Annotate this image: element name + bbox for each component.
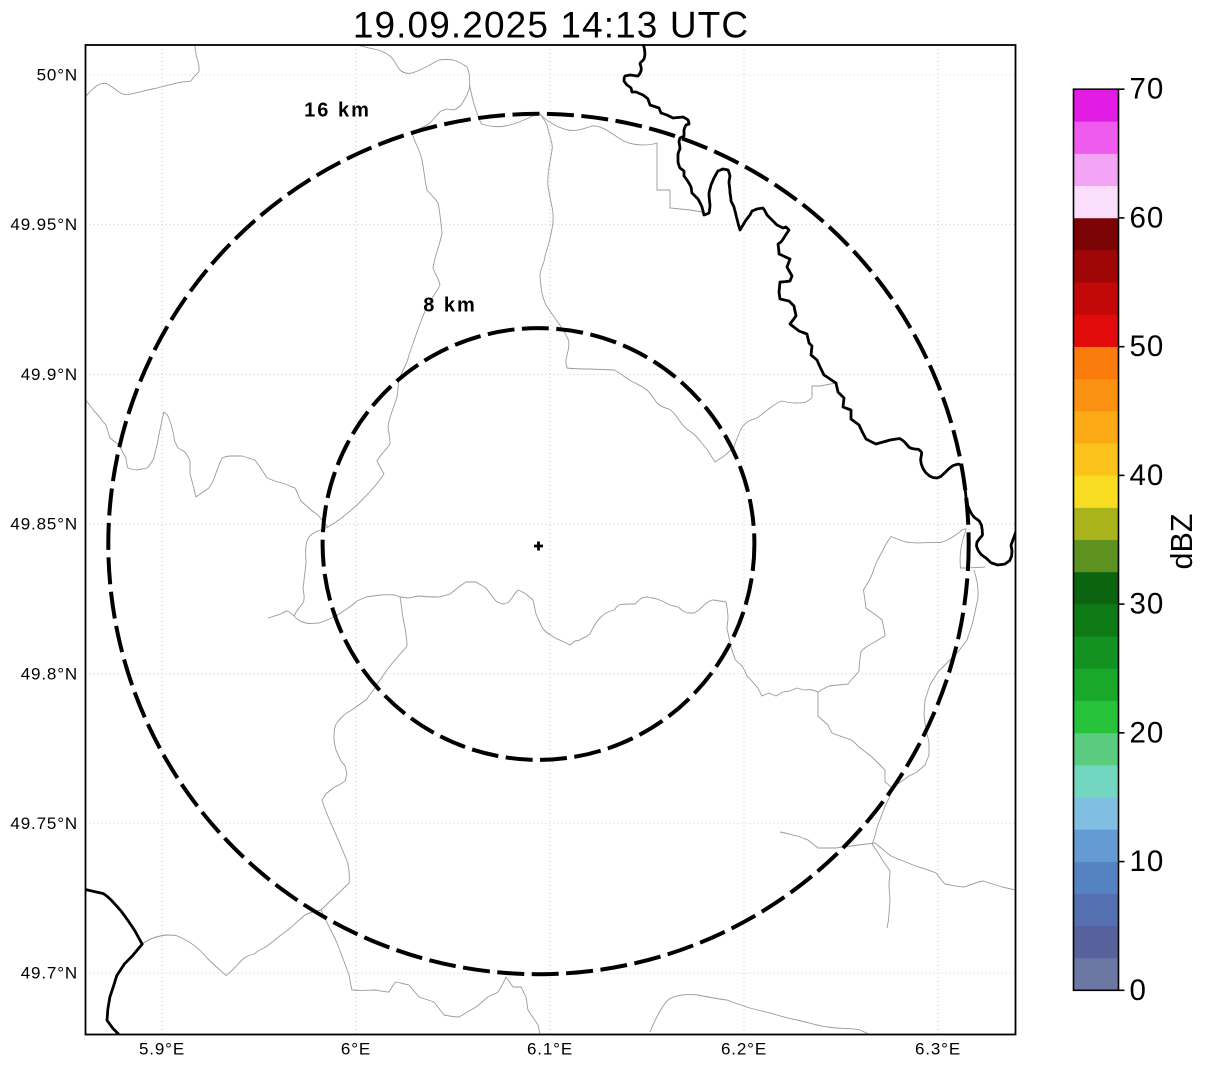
svg-text:49.95°N: 49.95°N <box>10 215 78 234</box>
svg-text:60: 60 <box>1130 201 1165 234</box>
svg-text:0: 0 <box>1130 974 1147 1007</box>
svg-text:50°N: 50°N <box>37 66 78 85</box>
svg-text:30: 30 <box>1130 588 1165 621</box>
svg-text:16 km: 16 km <box>304 100 371 122</box>
svg-text:6.1°E: 6.1°E <box>527 1040 573 1059</box>
svg-text:50: 50 <box>1130 330 1165 363</box>
svg-text:49.85°N: 49.85°N <box>10 515 78 534</box>
svg-text:49.8°N: 49.8°N <box>21 664 78 683</box>
svg-text:6°E: 6°E <box>341 1040 371 1059</box>
svg-text:49.9°N: 49.9°N <box>21 365 78 384</box>
svg-text:20: 20 <box>1130 716 1165 749</box>
svg-text:10: 10 <box>1130 845 1165 878</box>
svg-text:19.09.2025 14:13 UTC: 19.09.2025 14:13 UTC <box>353 5 749 46</box>
svg-text:40: 40 <box>1130 459 1165 492</box>
svg-text:5.9°E: 5.9°E <box>139 1040 185 1059</box>
svg-text:49.7°N: 49.7°N <box>21 964 78 983</box>
svg-text:6.3°E: 6.3°E <box>915 1040 961 1059</box>
svg-text:8 km: 8 km <box>423 295 477 317</box>
svg-text:70: 70 <box>1130 73 1165 106</box>
svg-text:6.2°E: 6.2°E <box>721 1040 767 1059</box>
svg-text:dBZ: dBZ <box>1165 514 1199 570</box>
svg-text:49.75°N: 49.75°N <box>10 814 78 833</box>
